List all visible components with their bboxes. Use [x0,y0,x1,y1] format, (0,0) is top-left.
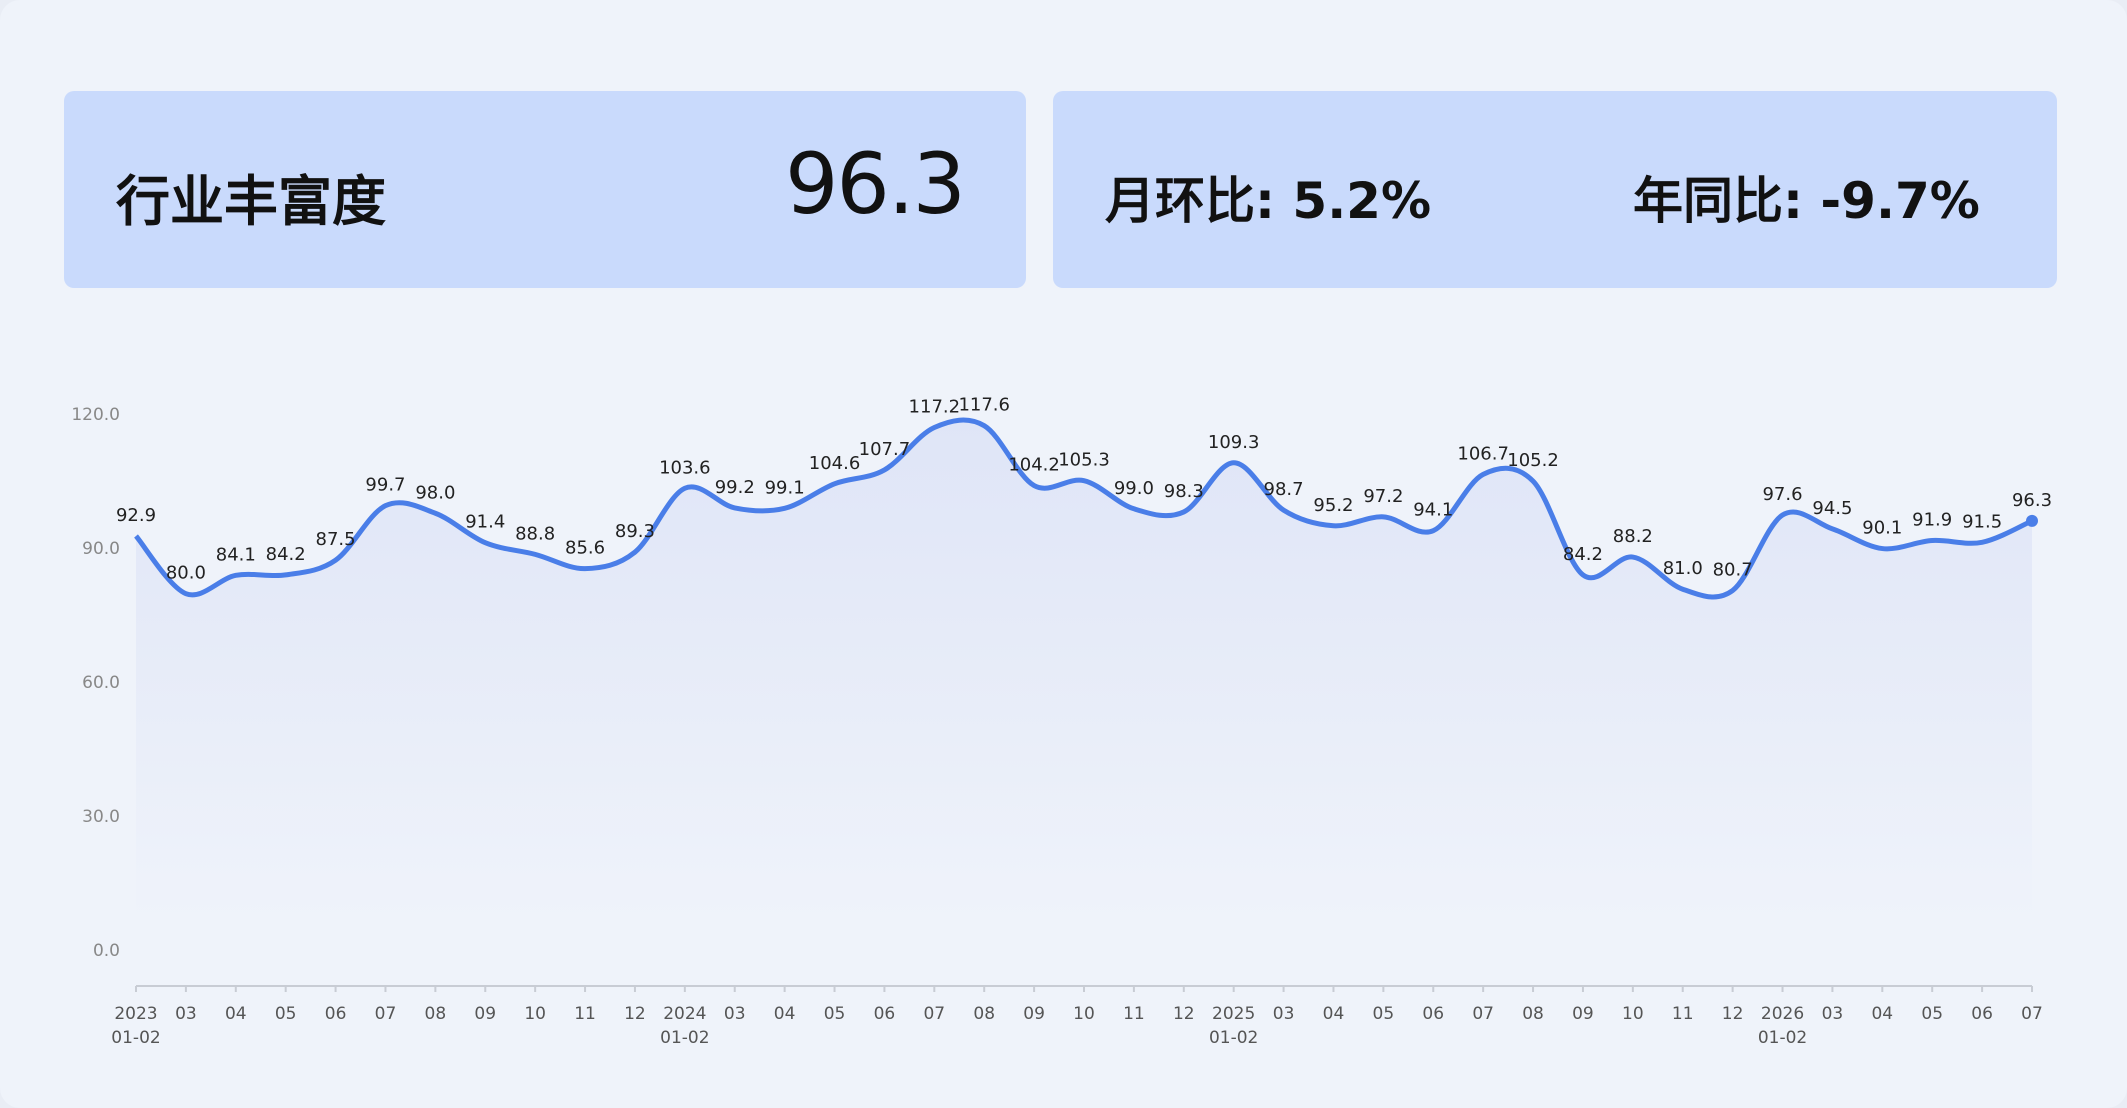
x-tick-label: 10 [524,1004,546,1024]
x-tick-label: 08 [424,1004,447,1024]
data-label: 97.2 [1363,486,1403,507]
y-tick-label: 90.0 [82,539,120,559]
data-label: 91.4 [465,512,505,533]
x-tick-label: 11 [1671,1004,1694,1024]
data-label: 105.2 [1507,450,1559,471]
x-tick-label: 2026 01-02 [1757,1004,1808,1048]
data-label: 98.0 [415,482,455,503]
x-tick-label: 06 [324,1004,347,1024]
data-label: 92.9 [116,505,156,526]
x-tick-label: 09 [1572,1004,1594,1024]
y-tick-label: 120.0 [71,405,120,425]
data-label: 84.2 [1563,544,1603,565]
x-tick-label: 05 [1921,1004,1944,1024]
x-tick-label: 07 [2021,1004,2043,1024]
data-label: 99.1 [765,477,805,498]
line [134,417,2034,600]
x-tick-label: 03 [723,1004,746,1024]
x-tick-label: 08 [973,1004,996,1024]
data-label: 85.6 [565,538,605,559]
x-tick-label: 11 [574,1004,596,1024]
data-label: 99.7 [365,475,405,496]
x-tick-label: 11 [1123,1004,1145,1024]
data-label: 87.5 [316,529,356,550]
x-tick-label: 10 [1622,1004,1644,1024]
data-label: 106.7 [1457,443,1509,464]
data-label: 103.6 [659,457,711,478]
data-label: 97.6 [1762,484,1802,505]
data-label: 80.0 [166,563,206,584]
data-label: 89.3 [615,521,655,542]
x-tick-label: 03 [175,1004,197,1024]
x-tick-label: 04 [1871,1004,1894,1024]
x-tick-label: 07 [923,1004,946,1024]
x-tick-label: 05 [1372,1004,1395,1024]
data-label: 80.7 [1713,560,1753,581]
x-tick-label: 06 [873,1004,896,1024]
x-tick-label: 2025 01-02 [1208,1004,1259,1048]
change-card: 月环比: 5.2% 年同比: -9.7% [1053,91,2057,288]
x-tick-label: 03 [1821,1004,1844,1024]
data-label: 117.6 [958,395,1010,416]
x-tick-label: 04 [224,1004,247,1024]
x-tick-label: 06 [1422,1004,1445,1024]
end-point [2026,514,2038,527]
data-label: 95.2 [1313,495,1353,516]
data-label: 98.7 [1264,479,1304,500]
x-tick-label: 09 [474,1004,497,1024]
year-over-year: 年同比: -9.7% [1633,172,1980,230]
x-tick-label: 05 [823,1004,846,1024]
data-label: 94.5 [1812,498,1852,519]
x-tick-label: 09 [1023,1004,1045,1024]
month-over-month: 月环比: 5.2% [1105,172,1432,230]
x-tick-label: 12 [1172,1004,1195,1024]
data-label: 94.1 [1413,500,1453,521]
kpi-value: 96.3 [784,135,966,233]
x-tick-label: 07 [1472,1004,1494,1024]
x-tick-label: 05 [274,1004,297,1024]
x-tick-label: 06 [1971,1004,1993,1024]
data-label: 81.0 [1663,558,1703,579]
data-label: 96.3 [2012,490,2052,511]
data-label: 91.5 [1962,511,2002,532]
data-label: 117.2 [909,397,961,418]
y-tick-label: 30.0 [82,807,120,827]
x-tick-label: 03 [1272,1004,1295,1024]
x-tick-label: 12 [1721,1004,1744,1024]
data-label: 107.7 [859,439,911,460]
data-label: 90.1 [1862,518,1902,539]
data-label: 84.1 [216,544,256,565]
data-label: 99.0 [1114,478,1154,499]
area [136,420,2032,921]
data-label: 105.3 [1058,450,1110,471]
x-tick-label: 2024 01-02 [660,1004,710,1048]
data-label: 84.2 [266,544,306,565]
y-tick-label: 60.0 [82,673,120,693]
data-label: 88.8 [515,523,555,544]
data-label: 98.3 [1164,481,1204,502]
x-tick-label: 08 [1522,1004,1544,1024]
x-tick-label: 2023 01-02 [111,1004,161,1048]
data-label: 104.2 [1008,455,1060,476]
kpi-card: 行业丰富度 96.3 [64,91,1026,288]
x-tick-label: 07 [374,1004,397,1024]
y-tick-label: 0.0 [93,941,120,961]
data-label: 88.2 [1613,526,1653,547]
x-tick-label: 04 [773,1004,796,1024]
x-tick-label: 10 [1073,1004,1095,1024]
data-label: 104.6 [809,453,861,474]
data-label: 91.9 [1912,510,1952,531]
data-label: 99.2 [715,477,755,498]
kpi-label: 行业丰富度 [116,170,386,233]
x-tick-label: 04 [1322,1004,1345,1024]
x-tick-label: 12 [624,1004,646,1024]
data-label: 109.3 [1208,432,1260,453]
